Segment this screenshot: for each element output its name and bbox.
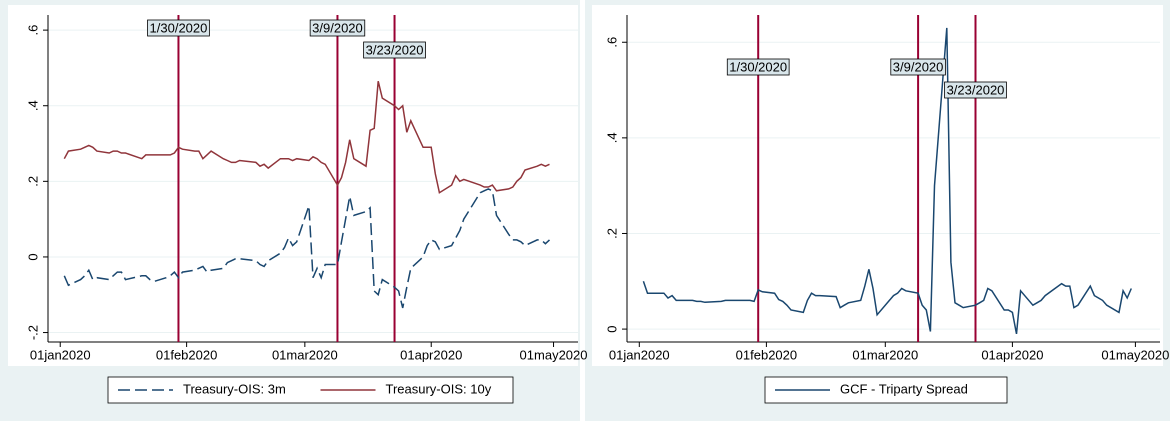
legend-box bbox=[107, 376, 514, 404]
series-line bbox=[642, 27, 1132, 335]
event-label-box bbox=[890, 58, 946, 76]
y-tick-label: -.2 bbox=[25, 325, 40, 340]
event-label-box bbox=[944, 81, 1007, 99]
event-label: 1/30/2020 bbox=[729, 59, 787, 74]
series-line bbox=[63, 188, 551, 309]
y-tick-label: 0 bbox=[604, 325, 619, 332]
x-tick-label: 01apr2020 bbox=[981, 347, 1043, 362]
event-label: 3/23/2020 bbox=[947, 82, 1005, 97]
event-label: 1/30/2020 bbox=[150, 20, 208, 35]
x-tick-label: 01may2020 bbox=[1101, 347, 1169, 362]
x-tick-label: 01mar2020 bbox=[272, 347, 338, 362]
x-tick-label: 01feb2020 bbox=[156, 347, 217, 362]
x-tick-label: 01feb2020 bbox=[736, 347, 797, 362]
y-tick-label: 0 bbox=[25, 253, 40, 260]
event-label: 3/23/2020 bbox=[366, 42, 424, 57]
y-tick-label: .6 bbox=[25, 25, 40, 36]
legend-label: Treasury-OIS: 3m bbox=[183, 381, 286, 396]
x-tick-label: 01mar2020 bbox=[852, 347, 918, 362]
y-tick-label: .2 bbox=[25, 176, 40, 187]
series-line bbox=[63, 81, 550, 194]
y-tick-label: .6 bbox=[604, 37, 619, 48]
event-label-box bbox=[309, 19, 366, 37]
event-label-box bbox=[726, 58, 790, 76]
plot-region bbox=[8, 5, 578, 366]
x-tick-label: 01jan2020 bbox=[30, 347, 91, 362]
legend-label: Treasury-OIS: 10y bbox=[386, 381, 492, 396]
y-tick-label: .4 bbox=[604, 132, 619, 143]
legend-label: GCF - Triparty Spread bbox=[840, 381, 968, 396]
event-label: 3/9/2020 bbox=[312, 20, 363, 35]
plot-region bbox=[592, 5, 1163, 366]
event-label-box bbox=[147, 19, 210, 37]
y-tick-label: .2 bbox=[604, 228, 619, 239]
y-tick-label: .4 bbox=[25, 100, 40, 111]
x-tick-label: 01apr2020 bbox=[400, 347, 462, 362]
x-tick-label: 01jan2020 bbox=[609, 347, 670, 362]
event-label: 3/9/2020 bbox=[893, 59, 944, 74]
event-label-box bbox=[363, 41, 426, 59]
x-tick-label: 01may2020 bbox=[520, 347, 588, 362]
